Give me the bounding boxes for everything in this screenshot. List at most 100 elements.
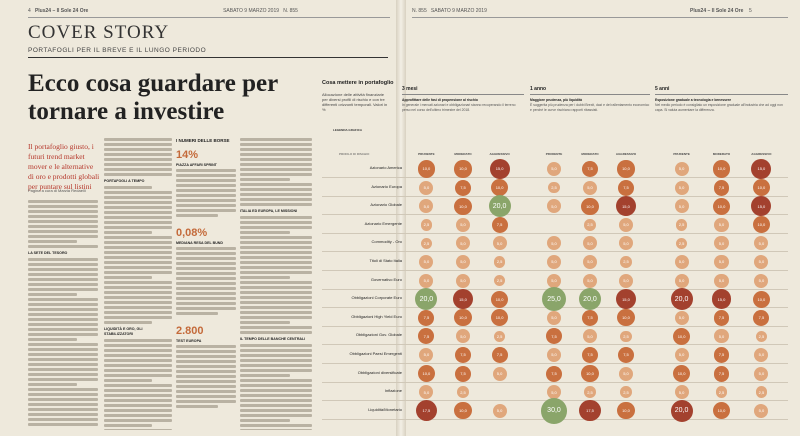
allocation-value: 5,0 <box>460 278 466 284</box>
allocation-value: 5,0 <box>758 408 765 414</box>
allocation-bubble: 5,0 <box>546 236 562 251</box>
allocation-value: 10,0 <box>459 166 467 172</box>
header-left: 4 Plus24 – Il Sole 24 Ore SABATO 9 MARZO… <box>28 8 298 14</box>
row-divider <box>322 195 788 197</box>
asset-label: Azionario Emergente <box>364 220 402 226</box>
allocation-bubble: 5,0 <box>714 329 729 344</box>
allocation-bubble: 5,0 <box>492 403 507 418</box>
allocation-value: 5,0 <box>496 408 503 414</box>
publication-title-right: Plus24 – Il Sole 24 Ore <box>690 8 744 14</box>
allocation-bubble: 5,0 <box>419 199 434 214</box>
allocation-value: 10,0 <box>495 296 504 302</box>
allocation-value: 5,0 <box>678 166 685 172</box>
allocation-value: 5,0 <box>678 278 685 284</box>
allocation-value: 5,0 <box>551 278 557 284</box>
allocation-bubble: 10,0 <box>672 364 691 383</box>
allocation-value: 7,5 <box>623 352 629 358</box>
article-subhead: LIQUIDITÀ E ORO, GLI STABILIZZATORI <box>104 327 143 336</box>
allocation-value: 5,0 <box>587 259 593 265</box>
allocation-bubble: 2,5 <box>715 386 728 399</box>
allocation-bubble: 5,0 <box>674 161 689 177</box>
allocation-value: 7,5 <box>623 185 629 191</box>
byline: Pagina a cura di Marzia Redaelli <box>28 188 86 193</box>
profile-column-header: MODERATO <box>712 152 731 156</box>
allocation-value: 2,5 <box>758 333 765 339</box>
allocation-value: 5,0 <box>587 185 593 191</box>
allocation-value: 15,0 <box>757 203 766 209</box>
allocation-value: 5,0 <box>551 166 557 172</box>
allocation-bubble: 10,0 <box>581 364 599 383</box>
allocation-value: 15,0 <box>757 166 766 172</box>
article-subhead: PORTAFOGLI A TEMPO <box>104 179 145 183</box>
allocation-value: 25,0 <box>547 295 561 303</box>
allocation-bubble: 7,5 <box>582 161 598 177</box>
allocation-value: 10,0 <box>622 166 630 172</box>
period-heading: Esposizione graduale a tecnologia e bene… <box>655 98 732 102</box>
allocation-bubble: 10,0 <box>417 160 436 178</box>
sidebar-value-1: 14% <box>176 149 199 161</box>
allocation-value: 10,0 <box>459 408 467 414</box>
allocation-bubble: 5,0 <box>546 273 562 288</box>
allocation-bubble: 17,5 <box>579 400 601 422</box>
allocation-bubble: 17,5 <box>415 400 437 422</box>
row-divider <box>322 381 788 383</box>
header-right: N. 855 SABATO 9 MARZO 2019 <box>412 8 487 14</box>
allocation-value: 7,5 <box>423 315 430 321</box>
page-number: 4 <box>28 8 31 14</box>
infographic-description: Allocazione delle attività finanziarie p… <box>322 92 388 112</box>
sidebar-label-1: PIAZZA AFFARI SPRINT <box>176 163 217 167</box>
allocation-value: 2,5 <box>496 259 503 265</box>
allocation-value: 7,5 <box>460 371 466 377</box>
allocation-bubble: 2,5 <box>755 330 768 343</box>
allocation-bubble: 5,0 <box>674 273 689 288</box>
allocation-bubble: 5,0 <box>674 180 689 195</box>
period-heading: Maggiore prudenza, più liquidità <box>530 98 582 102</box>
asset-label: Obbligazioni High Yield Euro <box>351 313 402 319</box>
allocation-bubble: 5,0 <box>546 254 562 270</box>
allocation-value: 2,5 <box>587 222 593 228</box>
period-rule <box>655 94 788 95</box>
profile-column-header: AGGRESSIVO <box>489 152 510 156</box>
row-divider <box>322 270 788 271</box>
headline: Ecco cosa guardare per tornare a investi… <box>28 70 278 125</box>
allocation-value: 5,0 <box>678 203 685 209</box>
allocation-bubble: 10,0 <box>672 327 691 346</box>
allocation-bubble: 5,0 <box>546 199 562 214</box>
allocation-bubble: 5,0 <box>754 403 769 418</box>
numbers-sidebar: I NUMERI DELLE BORSE 14% PIAZZA AFFARI S… <box>176 138 236 410</box>
period-description: Maggiore prudenza, più liquidità È sugger… <box>530 98 650 112</box>
asset-label: Azionario America <box>369 165 402 170</box>
allocation-bubble: 5,0 <box>419 180 434 195</box>
allocation-bubble: 10,0 <box>490 290 509 308</box>
allocation-bubble: 2,5 <box>420 237 433 250</box>
allocation-bubble: 10,0 <box>454 197 472 215</box>
allocation-value: 7,5 <box>423 333 430 339</box>
allocation-bubble: 10,0 <box>581 197 599 215</box>
allocation-value: 5,0 <box>758 352 765 358</box>
section-rule <box>28 57 388 58</box>
allocation-bubble: 5,0 <box>714 236 729 251</box>
allocation-bubble: 5,0 <box>455 217 471 232</box>
allocation-bubble: 5,0 <box>674 310 689 325</box>
issue-date: SABATO 9 MARZO 2019 <box>223 8 280 14</box>
allocation-value: 7,5 <box>587 166 593 172</box>
asset-label: Commodity - Oro <box>371 239 402 245</box>
allocation-bubble: 2,5 <box>675 237 688 250</box>
row-divider <box>322 177 788 178</box>
allocation-bubble: 5,0 <box>546 385 562 400</box>
allocation-value: 5,0 <box>758 259 765 265</box>
header-rule-right <box>412 17 788 18</box>
asset-label: Obbligazioni Gov. Globale <box>355 332 402 338</box>
allocation-bubble: 2,5 <box>584 218 596 231</box>
sidebar-value-3: 2.800 <box>176 325 204 337</box>
allocation-bubble: 7,5 <box>491 216 508 233</box>
allocation-bubble: 5,0 <box>582 236 598 251</box>
allocation-value: 10,0 <box>459 203 467 209</box>
allocation-bubble: 7,5 <box>713 309 730 326</box>
allocation-value: 5,0 <box>623 222 629 228</box>
allocation-bubble: 5,0 <box>582 273 598 288</box>
allocation-bubble: 5,0 <box>618 273 634 288</box>
allocation-bubble: 5,0 <box>674 385 689 400</box>
period-label: 3 mesi <box>402 86 418 92</box>
standfirst: Il portafoglio giusto, i futuri trend ma… <box>28 142 100 191</box>
